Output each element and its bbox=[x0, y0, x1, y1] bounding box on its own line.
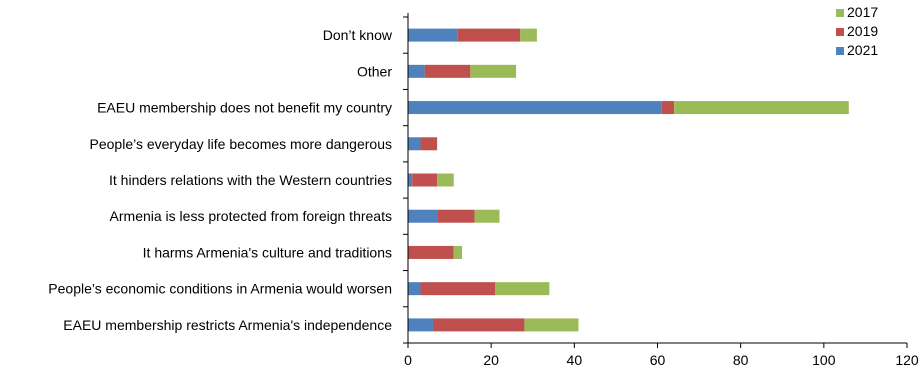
bar-2021-7 bbox=[408, 282, 421, 296]
category-labels: Don’t know Other EAEU membership does not … bbox=[48, 27, 393, 333]
bar-2021-2 bbox=[408, 101, 662, 115]
bar-2021-0 bbox=[408, 28, 458, 42]
x-tick-label: 40 bbox=[567, 352, 583, 368]
legend-swatch-2017 bbox=[836, 9, 844, 17]
bar-2019-8 bbox=[432, 318, 525, 332]
axes-group bbox=[403, 13, 908, 348]
bar-2017-6 bbox=[453, 245, 463, 259]
legend: 2017 2019 2021 bbox=[836, 4, 878, 58]
bar-2019-2 bbox=[661, 101, 675, 115]
bar-2017-8 bbox=[524, 318, 579, 332]
category-label: EAEU membership restricts Armenia's inde… bbox=[63, 317, 392, 333]
bar-2019-0 bbox=[457, 28, 521, 42]
bar-2019-3 bbox=[420, 137, 438, 151]
bar-2017-4 bbox=[437, 173, 454, 187]
bar-2019-1 bbox=[424, 64, 471, 78]
bar-2019-7 bbox=[420, 282, 496, 296]
category-label: EAEU membership does not benefit my coun… bbox=[97, 100, 392, 116]
category-label: People’s everyday life becomes more dang… bbox=[90, 136, 392, 152]
category-label: People’s economic conditions in Armenia … bbox=[48, 281, 392, 297]
category-label: Don’t know bbox=[323, 27, 393, 43]
legend-swatch-2019 bbox=[836, 28, 844, 36]
x-tick-label: 60 bbox=[650, 352, 666, 368]
bar-2019-6 bbox=[408, 245, 454, 259]
bar-2021-3 bbox=[408, 137, 421, 151]
x-tick-label: 120 bbox=[895, 352, 919, 368]
legend-swatch-2021 bbox=[836, 47, 844, 55]
x-tick-label: 100 bbox=[812, 352, 836, 368]
legend-label-2021: 2021 bbox=[847, 42, 878, 58]
category-label: Other bbox=[357, 63, 392, 79]
bar-2019-5 bbox=[437, 209, 475, 223]
bar-2021-8 bbox=[408, 318, 433, 332]
bar-2017-1 bbox=[470, 64, 517, 78]
x-tick-label: 80 bbox=[733, 352, 749, 368]
x-tick-label: 20 bbox=[483, 352, 499, 368]
bar-2021-1 bbox=[408, 64, 425, 78]
bar-2017-5 bbox=[474, 209, 500, 223]
legend-label-2019: 2019 bbox=[847, 23, 878, 39]
bar-2019-4 bbox=[412, 173, 438, 187]
category-label: It hinders relations with the Western co… bbox=[109, 172, 392, 188]
bar-2021-5 bbox=[408, 209, 438, 223]
category-label: Armenia is less protected from foreign t… bbox=[110, 208, 392, 224]
bar-2021-4 bbox=[408, 173, 413, 187]
category-label: It harms Armenia's culture and tradition… bbox=[143, 244, 392, 260]
bar-2017-7 bbox=[495, 282, 550, 296]
x-tick-label: 0 bbox=[404, 352, 412, 368]
x-tick-labels: 0 20 40 60 80 100 120 bbox=[404, 352, 919, 368]
legend-label-2017: 2017 bbox=[847, 4, 878, 20]
bar-2017-0 bbox=[520, 28, 537, 42]
bars-group bbox=[408, 28, 849, 332]
bar-2017-2 bbox=[674, 101, 849, 115]
